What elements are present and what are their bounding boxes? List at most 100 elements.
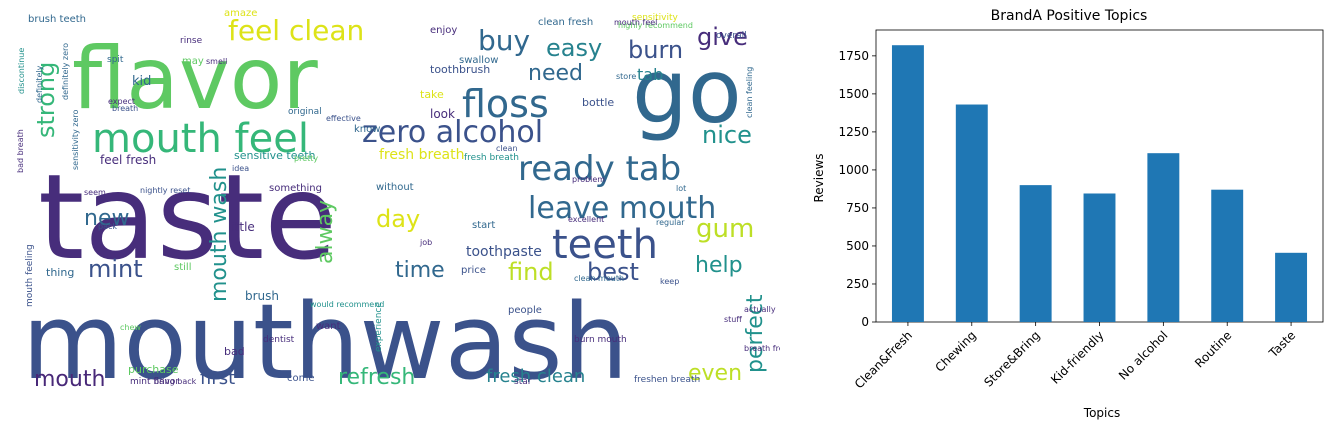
- cloud-word: actually: [744, 305, 776, 314]
- cloud-word: first: [200, 368, 235, 389]
- cloud-word: job: [419, 238, 432, 247]
- cloud-word: thing: [46, 266, 74, 279]
- cloud-word: burn: [628, 36, 683, 64]
- x-tick-label: Store&Bring: [981, 328, 1042, 389]
- cloud-word: mint: [88, 255, 143, 283]
- cloud-word: take: [420, 88, 444, 101]
- y-tick-label: 1250: [838, 125, 869, 139]
- cloud-word: store: [616, 72, 636, 81]
- cloud-word: burn mouth: [574, 335, 627, 345]
- cloud-word: effective: [326, 114, 361, 123]
- cloud-word: floss: [462, 82, 549, 126]
- x-tick-label: Chewing: [932, 328, 978, 374]
- cloud-word: highly recommend: [618, 21, 693, 30]
- cloud-word: price: [461, 265, 486, 276]
- cloud-word: original: [288, 107, 322, 117]
- cloud-word: nightly reset: [140, 186, 190, 195]
- x-tick-label: Routine: [1192, 328, 1234, 370]
- cloud-word: brush teeth: [28, 14, 86, 25]
- bar: [1211, 189, 1244, 322]
- cloud-word: strong: [32, 62, 60, 138]
- cloud-word: time: [395, 258, 445, 283]
- cloud-word: little: [228, 220, 255, 234]
- cloud-word: breath fresh: [744, 344, 780, 353]
- cloud-word: feel fresh: [100, 153, 156, 167]
- x-tick-label: Kid-friendly: [1048, 328, 1106, 386]
- cloud-word: smell: [206, 57, 227, 66]
- cloud-word: alway: [313, 200, 338, 264]
- word-cloud: taste mouthwash flavor go mouth feel zero alc…: [16, 8, 793, 403]
- cloud-word: enjoy: [430, 25, 457, 36]
- cloud-word: toothbrush: [430, 63, 490, 76]
- cloud-word: fresh breath: [379, 147, 465, 163]
- bar: [891, 45, 924, 322]
- cloud-word: seem: [84, 188, 106, 197]
- cloud-word: star: [514, 377, 532, 387]
- y-tick-label: 1000: [838, 163, 869, 177]
- cloud-word: mouth feel: [92, 116, 309, 162]
- y-tick-label: 0: [861, 315, 869, 329]
- cloud-word: want: [316, 321, 341, 332]
- cloud-word: something: [269, 183, 322, 194]
- cloud-word: clean mouth: [574, 274, 624, 283]
- cloud-word: swallow: [459, 55, 498, 66]
- cloud-word: new: [84, 206, 129, 231]
- cloud-word: sensitivity zero: [71, 109, 80, 170]
- cloud-word: mouth wash: [207, 167, 232, 302]
- cloud-word: pack: [98, 222, 117, 231]
- cloud-word: problem: [572, 175, 605, 184]
- cloud-word: start: [472, 220, 495, 231]
- cloud-word: go: [632, 40, 742, 143]
- cloud-word: stuff: [724, 315, 742, 324]
- cloud-word: experience: [374, 302, 384, 352]
- cloud-word: definitely: [35, 65, 44, 103]
- cloud-word: clean feeling: [745, 67, 754, 118]
- cloud-word: excellent: [568, 215, 604, 224]
- cloud-word: kid: [132, 74, 151, 89]
- cloud-word: fresh clean: [486, 366, 585, 387]
- cloud-word: bring back: [154, 377, 197, 386]
- bar: [1083, 193, 1116, 322]
- cloud-word: perfect: [743, 294, 768, 373]
- plot-area: 0 250 500 750 1000 1250 1500 1750 Clean&Fresh Che…: [838, 29, 1324, 391]
- cloud-word: bottle: [582, 96, 614, 109]
- cloud-word: freshen breath: [634, 375, 700, 385]
- cloud-word: bad: [224, 345, 245, 358]
- cloud-word: best: [587, 258, 639, 286]
- cloud-word: definitely zero: [61, 43, 70, 100]
- bar: [955, 104, 988, 322]
- cloud-word: refresh: [338, 365, 415, 390]
- cloud-word: mouthwash: [22, 281, 628, 403]
- cloud-word: nice: [702, 121, 752, 149]
- cloud-word: mouth feeling: [25, 244, 35, 307]
- cloud-word: come: [287, 373, 315, 384]
- cloud-word: mouth: [34, 367, 105, 392]
- bar-chart-canvas: BrandA Positive Topics Reviews Topics 0 2…: [812, 8, 1324, 420]
- y-tick-label: 250: [846, 277, 869, 291]
- cloud-word: discontinue: [17, 48, 26, 94]
- cloud-word: people: [508, 305, 542, 316]
- y-axis-label: Reviews: [812, 153, 826, 202]
- cloud-word: without: [376, 182, 414, 193]
- cloud-word: help: [695, 253, 743, 278]
- cloud-word: overall: [716, 31, 747, 41]
- bar: [1147, 153, 1180, 322]
- cloud-word: spit: [107, 55, 124, 65]
- bar: [1019, 185, 1052, 322]
- cloud-word: chew: [120, 323, 141, 332]
- cloud-word: easy: [546, 34, 602, 62]
- cloud-word: mint flavor: [130, 377, 179, 387]
- cloud-word: regular: [656, 218, 685, 227]
- cloud-word: sensitivity: [632, 13, 679, 23]
- cloud-word: zero alcohol: [362, 115, 543, 150]
- cloud-word: teeth: [552, 222, 658, 268]
- y-tick-label: 500: [846, 239, 869, 253]
- bar: [1275, 252, 1308, 322]
- cloud-word: ready tab: [518, 149, 681, 189]
- chart-title: BrandA Positive Topics: [991, 8, 1148, 24]
- cloud-word: breath: [112, 104, 138, 113]
- cloud-word: need: [528, 61, 583, 86]
- cloud-word: brush: [245, 289, 279, 303]
- cloud-word: fresh breath: [464, 153, 519, 163]
